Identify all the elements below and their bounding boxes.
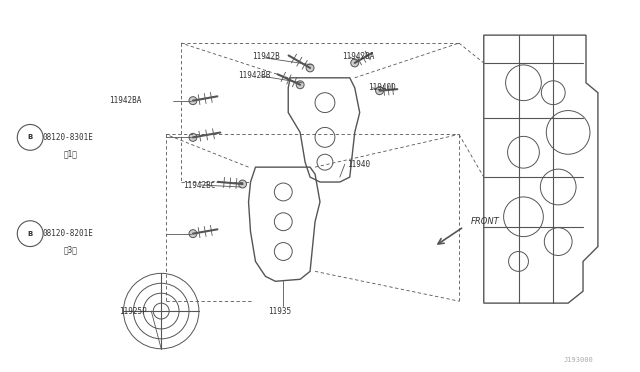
Text: 11940: 11940 xyxy=(347,160,370,169)
Text: B: B xyxy=(28,231,33,237)
Circle shape xyxy=(239,180,246,188)
Text: FRONT: FRONT xyxy=(471,217,500,226)
Text: （1）: （1） xyxy=(64,150,78,159)
Circle shape xyxy=(296,81,304,89)
Circle shape xyxy=(306,64,314,72)
Text: 11942BC: 11942BC xyxy=(183,180,216,189)
Text: 11925P: 11925P xyxy=(120,307,147,315)
Text: 11935: 11935 xyxy=(268,307,291,315)
Text: 11942B: 11942B xyxy=(253,52,280,61)
Text: 08120-8201E: 08120-8201E xyxy=(42,229,93,238)
Text: 11940D: 11940D xyxy=(367,83,396,92)
Circle shape xyxy=(376,87,383,95)
Circle shape xyxy=(189,97,197,105)
Circle shape xyxy=(189,230,197,238)
Circle shape xyxy=(351,59,358,67)
Text: 08120-8301E: 08120-8301E xyxy=(42,133,93,142)
Text: （3）: （3） xyxy=(64,245,78,254)
Text: 11942BA: 11942BA xyxy=(109,96,142,105)
Text: 11942BB: 11942BB xyxy=(239,71,271,80)
Circle shape xyxy=(189,134,197,141)
Text: B: B xyxy=(28,134,33,140)
Text: 11942BA: 11942BA xyxy=(342,52,374,61)
Text: J193000: J193000 xyxy=(563,357,593,363)
